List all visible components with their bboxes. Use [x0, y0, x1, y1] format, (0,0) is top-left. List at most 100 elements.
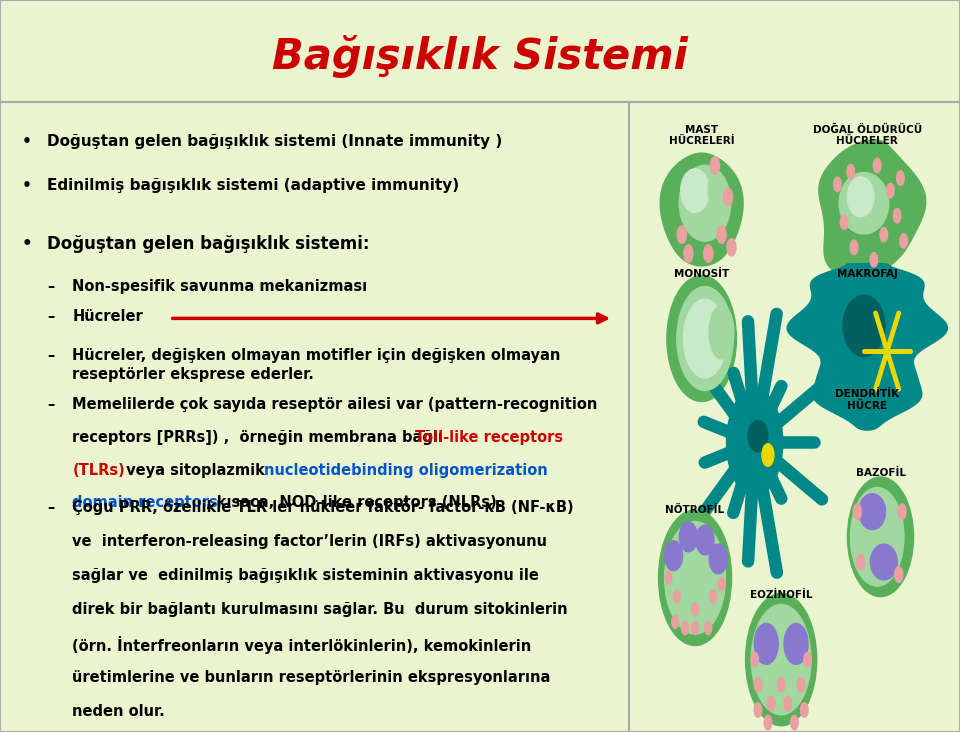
Ellipse shape	[709, 544, 728, 574]
Ellipse shape	[709, 305, 734, 359]
Text: –: –	[47, 501, 55, 515]
Circle shape	[791, 715, 798, 730]
Text: –: –	[47, 279, 55, 294]
Text: •: •	[22, 178, 32, 193]
Text: domain receptors: domain receptors	[72, 496, 218, 510]
Ellipse shape	[696, 525, 714, 555]
Text: MAST
HÜCRELERİ: MAST HÜCRELERİ	[669, 124, 734, 146]
Text: (TLRs): (TLRs)	[72, 463, 125, 477]
Circle shape	[724, 188, 732, 206]
Text: veya sitoplazmik: veya sitoplazmik	[121, 463, 275, 477]
Text: –: –	[47, 309, 55, 324]
Circle shape	[784, 696, 792, 711]
Text: nucleotidebinding oligomerization: nucleotidebinding oligomerization	[264, 463, 548, 477]
Text: Çoğu PRR, özellikle TLR ler nükleer faktör- factor-κB (NF-κB): Çoğu PRR, özellikle TLR ler nükleer fakt…	[72, 501, 574, 515]
Circle shape	[887, 184, 895, 198]
Circle shape	[710, 157, 719, 174]
Circle shape	[778, 678, 785, 692]
Circle shape	[801, 703, 808, 717]
Circle shape	[764, 715, 772, 730]
Circle shape	[804, 652, 811, 667]
Circle shape	[847, 165, 854, 179]
Text: Memelilerde çok sayıda reseptör ailesi var (pattern-recognition: Memelilerde çok sayıda reseptör ailesi v…	[72, 397, 598, 412]
Ellipse shape	[684, 299, 727, 378]
Ellipse shape	[664, 522, 726, 634]
Text: MONOSİT: MONOSİT	[674, 269, 730, 280]
Ellipse shape	[752, 605, 811, 714]
Ellipse shape	[708, 173, 722, 209]
Ellipse shape	[680, 165, 731, 242]
Text: (örn. İnterfreonların veya interlökinlerin), kemokinlerin: (örn. İnterfreonların veya interlökinler…	[72, 636, 532, 654]
Circle shape	[762, 444, 774, 466]
Text: –: –	[47, 397, 55, 412]
Ellipse shape	[851, 488, 904, 586]
Ellipse shape	[755, 624, 779, 665]
Text: MAKROFAJ: MAKROFAJ	[837, 269, 898, 280]
Circle shape	[691, 621, 699, 635]
Circle shape	[898, 504, 906, 520]
Ellipse shape	[659, 510, 732, 646]
Ellipse shape	[664, 541, 683, 571]
Circle shape	[856, 554, 865, 569]
Circle shape	[677, 226, 686, 243]
Circle shape	[833, 177, 841, 192]
Circle shape	[672, 615, 679, 629]
Circle shape	[665, 571, 672, 584]
Ellipse shape	[680, 522, 698, 552]
Ellipse shape	[839, 173, 889, 234]
Ellipse shape	[746, 594, 817, 725]
Text: NÖTROFİL: NÖTROFİL	[665, 505, 725, 515]
Circle shape	[900, 234, 907, 248]
Circle shape	[691, 602, 699, 616]
Ellipse shape	[677, 287, 733, 390]
Ellipse shape	[748, 420, 768, 452]
Circle shape	[704, 245, 713, 262]
Text: Doğuştan gelen bağışıklık sistemi (Innate immunity ): Doğuştan gelen bağışıklık sistemi (Innat…	[47, 134, 502, 149]
Circle shape	[895, 567, 902, 583]
Ellipse shape	[859, 493, 886, 530]
Text: Edinilmiş bağışıklık sistemi (adaptive immunity): Edinilmiş bağışıklık sistemi (adaptive i…	[47, 178, 459, 193]
Polygon shape	[660, 153, 743, 266]
Polygon shape	[819, 140, 925, 279]
Text: •: •	[22, 235, 33, 253]
Circle shape	[880, 228, 888, 242]
Text: Non-spesifik savunma mekanizması: Non-spesifik savunma mekanizması	[72, 279, 368, 294]
Text: neden olur.: neden olur.	[72, 704, 165, 720]
Circle shape	[727, 389, 782, 496]
Circle shape	[874, 158, 881, 173]
Text: DOĞAL ÖLDÜRÜCÜ
HÜCRELER: DOĞAL ÖLDÜRÜCÜ HÜCRELER	[812, 124, 922, 146]
Text: –: –	[47, 348, 55, 363]
Circle shape	[797, 678, 804, 692]
Circle shape	[767, 696, 775, 711]
Ellipse shape	[843, 295, 885, 356]
Circle shape	[682, 621, 688, 635]
Text: , kısaca, NOD-like receptors (NLRs).: , kısaca, NOD-like receptors (NLRs).	[206, 496, 503, 510]
Text: üretimlerine ve bunların reseptörlerinin ekspresyonlarına: üretimlerine ve bunların reseptörlerinin…	[72, 671, 551, 685]
Circle shape	[727, 239, 736, 256]
Circle shape	[709, 590, 717, 603]
Text: BAZOFİL: BAZOFİL	[855, 468, 905, 478]
Text: •: •	[22, 134, 32, 149]
Text: ve  interferon-releasing factor’lerin (IRFs) aktivasyonunu: ve interferon-releasing factor’lerin (IR…	[72, 534, 547, 549]
Circle shape	[893, 209, 900, 223]
Circle shape	[840, 215, 848, 229]
Ellipse shape	[667, 276, 736, 401]
Circle shape	[853, 504, 861, 520]
Ellipse shape	[848, 477, 914, 597]
Text: Bağışıklık Sistemi: Bağışıklık Sistemi	[272, 35, 688, 78]
Polygon shape	[787, 264, 948, 430]
Circle shape	[718, 578, 725, 591]
Ellipse shape	[784, 624, 808, 665]
Circle shape	[684, 245, 693, 262]
Circle shape	[673, 590, 681, 603]
Text: DENDRİTİK
HÜCRE: DENDRİTİK HÜCRE	[835, 389, 900, 411]
Text: receptors [PRRs]) ,  örneğin membrana bağlı: receptors [PRRs]) , örneğin membrana bağ…	[72, 430, 448, 445]
Text: Doğuştan gelen bağışıklık sistemi:: Doğuştan gelen bağışıklık sistemi:	[47, 235, 370, 253]
Text: Hücreler, değişken olmayan motifler için değişken olmayan
reseptörler eksprese e: Hücreler, değişken olmayan motifler için…	[72, 348, 561, 382]
Text: Hücreler: Hücreler	[72, 309, 143, 324]
Text: sağlar ve  edinilmiş bağışıklık sisteminin aktivasyonu ile: sağlar ve edinilmiş bağışıklık sistemini…	[72, 568, 540, 583]
Circle shape	[755, 703, 762, 717]
Circle shape	[755, 678, 762, 692]
Text: EOZİNOFİL: EOZİNOFİL	[750, 590, 812, 600]
Circle shape	[717, 226, 726, 243]
